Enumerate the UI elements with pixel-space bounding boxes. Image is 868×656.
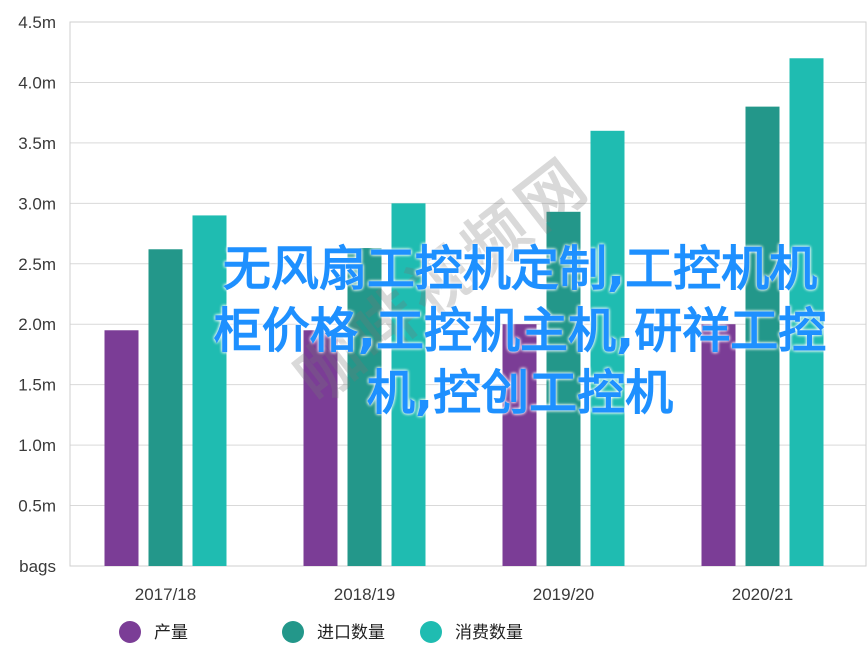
plot-frame [69,21,867,567]
bar [789,58,824,567]
y-tick-label: 4.5m [18,13,56,32]
legend-swatch [420,621,442,643]
bar [745,106,780,566]
y-tick-label: 0.5m [18,497,56,516]
bar [701,324,736,566]
bar [148,249,183,566]
x-tick-label: 2018/19 [334,585,395,604]
bar [104,330,139,566]
legend-label: 进口数量 [317,623,385,642]
legend-label: 消费数量 [455,623,523,642]
legend-swatch [119,621,141,643]
y-tick-label: 3.5m [18,134,56,153]
y-tick-label: 1.5m [18,376,56,395]
x-axis-ticks: 2017/18 2018/19 2019/20 2020/21 [135,585,793,604]
legend: 产量 进口数量 消费数量 [119,621,523,643]
y-axis-ticks: bags 0.5m 1.0m 1.5m 2.0m 2.5m 3.0m 3.5m 4.0m 4.5m [18,13,56,576]
bar [590,130,625,567]
y-tick-label: 1.0m [18,436,56,455]
bar [192,215,227,566]
y-tick-label: bags [19,557,56,576]
bar [303,330,338,566]
x-tick-label: 2017/18 [135,585,196,604]
x-tick-label: 2020/21 [732,585,793,604]
bar [347,248,382,566]
bars [104,58,824,567]
y-tick-label: 3.0m [18,194,56,213]
bar [391,203,426,567]
bar [502,324,537,566]
legend-swatch [282,621,304,643]
legend-label: 产量 [154,623,188,642]
bar [546,211,581,566]
y-tick-label: 2.0m [18,315,56,334]
overlay-title: 无风扇工控机定制,工控机机柜价格,工控机主机,研祥工控机,控创工控机 [213,241,827,421]
y-tick-label: 4.0m [18,73,56,92]
y-tick-label: 2.5m [18,255,56,274]
x-tick-label: 2019/20 [533,585,594,604]
